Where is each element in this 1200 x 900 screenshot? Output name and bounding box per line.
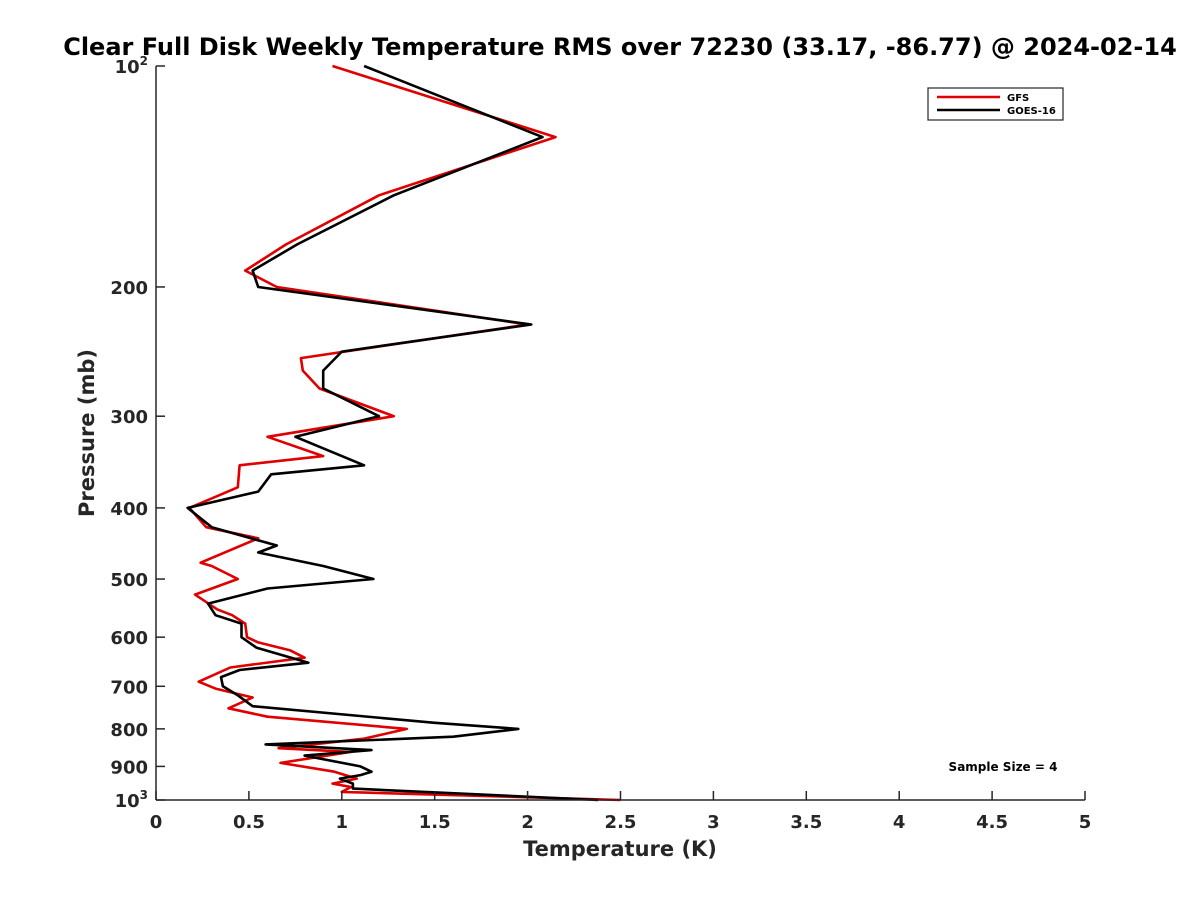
x-tick-label: 4 <box>893 812 906 833</box>
x-tick-label: 3 <box>707 812 720 833</box>
x-tick-label: 2.5 <box>605 812 637 833</box>
legend-label-gfs: GFS <box>1007 93 1029 104</box>
x-tick-label: 0 <box>150 812 163 833</box>
y-tick-label: 102 <box>115 54 148 78</box>
sample-size-annotation: Sample Size = 4 <box>949 760 1058 774</box>
y-tick-label: 800 <box>110 720 148 741</box>
x-tick-label: 2 <box>521 812 534 833</box>
y-tick-label: 103 <box>115 788 148 812</box>
x-tick-label: 3.5 <box>790 812 822 833</box>
y-tick-label: 500 <box>110 570 148 591</box>
y-tick-label: 300 <box>110 407 148 428</box>
series-line-goes-16 <box>186 64 599 802</box>
x-tick-label: 1 <box>336 812 349 833</box>
series-line-gfs <box>188 64 621 802</box>
series-layer <box>186 64 621 802</box>
y-axis-label: Pressure (mb) <box>75 349 99 517</box>
legend: GFS GOES-16 <box>927 87 1064 121</box>
y-tick-label: 600 <box>110 628 148 649</box>
y-tick-label: 200 <box>110 278 148 299</box>
x-axis-label: Temperature (K) <box>523 837 717 861</box>
legend-label-goes-16: GOES-16 <box>1007 106 1056 117</box>
axes-layer: 0 0.5 1 1.5 2 2.5 3 3.5 4 4.5 5 102 200 300 400 500 600 7… <box>110 54 1091 833</box>
legend-box <box>927 87 1064 121</box>
x-tick-label: 1.5 <box>419 812 451 833</box>
chart-title: Clear Full Disk Weekly Temperature RMS o… <box>63 33 1177 61</box>
y-tick-label: 400 <box>110 499 148 520</box>
y-tick-label: 700 <box>110 677 148 698</box>
x-tick-label: 0.5 <box>233 812 265 833</box>
x-tick-label: 5 <box>1079 812 1092 833</box>
x-tick-label: 4.5 <box>976 812 1008 833</box>
y-tick-label: 900 <box>110 757 148 778</box>
